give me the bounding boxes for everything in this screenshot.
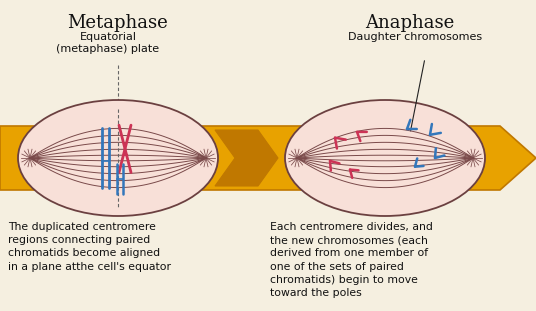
Text: The duplicated centromere
regions connecting paired
chromatids become aligned
in: The duplicated centromere regions connec… xyxy=(8,222,171,272)
Polygon shape xyxy=(0,126,536,190)
Ellipse shape xyxy=(285,100,485,216)
Text: Each centromere divides, and
the new chromosomes (each
derived from one member o: Each centromere divides, and the new chr… xyxy=(270,222,433,298)
Ellipse shape xyxy=(18,100,218,216)
Polygon shape xyxy=(215,130,278,186)
Text: Metaphase: Metaphase xyxy=(68,14,168,32)
Text: Anaphase: Anaphase xyxy=(366,14,455,32)
Text: Daughter chromosomes: Daughter chromosomes xyxy=(348,32,482,42)
Text: Equatorial
(metaphase) plate: Equatorial (metaphase) plate xyxy=(56,32,160,53)
